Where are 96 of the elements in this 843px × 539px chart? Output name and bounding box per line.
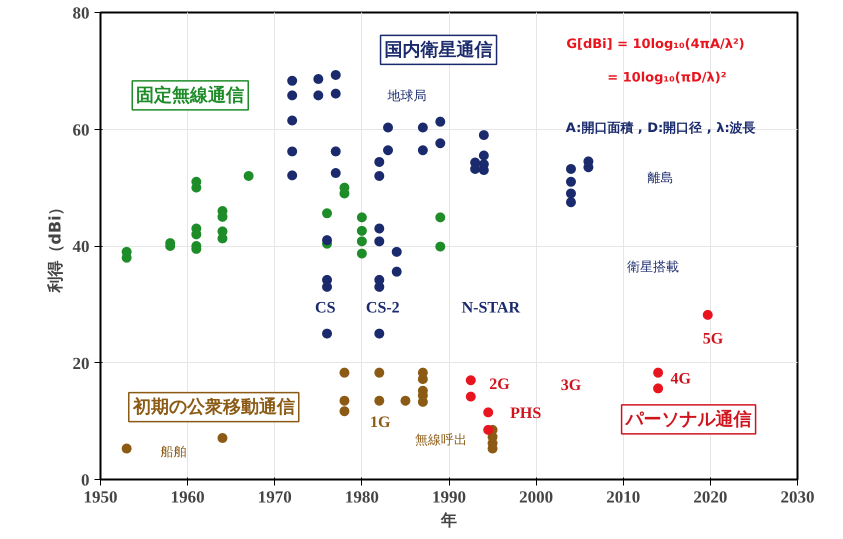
point — [330, 88, 341, 99]
point — [356, 226, 367, 236]
point — [356, 212, 367, 222]
point — [313, 74, 324, 84]
annotation: パーソナル通信 — [624, 408, 752, 430]
annotation: 1G — [370, 414, 391, 431]
x-tick-label: 1980 — [344, 488, 379, 506]
x-tick-label: 2020 — [693, 488, 728, 506]
point — [418, 145, 428, 156]
annotation: 2G — [489, 376, 510, 393]
point — [330, 70, 341, 80]
y-tick-label: 80 — [72, 4, 90, 22]
point — [330, 146, 341, 156]
point — [483, 424, 494, 435]
annotation: PHS — [510, 405, 542, 422]
x-tick-label: 1990 — [432, 488, 466, 506]
annotation: A:開口面積 , D:開口径 , λ:波長 — [566, 121, 756, 136]
annotation: 国内衛星通信 — [384, 39, 493, 60]
point — [400, 396, 410, 406]
point — [244, 170, 254, 181]
point — [322, 208, 332, 218]
y-tick-label: 0 — [81, 470, 90, 490]
point — [339, 406, 350, 416]
point — [287, 76, 298, 86]
point — [217, 433, 228, 444]
annotation: 3G — [560, 377, 582, 394]
point — [478, 150, 489, 161]
point — [435, 116, 446, 127]
annotation: 離島 — [648, 170, 674, 186]
point — [566, 164, 576, 174]
point — [374, 170, 384, 181]
point — [322, 328, 332, 339]
y-axis-title: 利得（dBi） — [46, 199, 64, 294]
point — [287, 170, 298, 180]
x-tick-label: 2000 — [519, 488, 554, 506]
annotation: 固定無線通信 — [136, 84, 244, 106]
point — [435, 212, 446, 222]
point — [374, 282, 384, 292]
point — [122, 444, 132, 454]
point — [653, 383, 664, 394]
point — [217, 233, 228, 244]
point — [466, 392, 476, 402]
point — [374, 328, 384, 339]
point — [566, 197, 576, 208]
point — [287, 90, 298, 100]
point — [702, 310, 713, 320]
point — [287, 116, 298, 126]
point — [466, 375, 476, 386]
x-tick-label: 1960 — [170, 488, 205, 506]
annotation: 船舶 — [160, 445, 187, 460]
x-tick-label: 2030 — [780, 488, 814, 506]
y-tick-label: 20 — [72, 354, 90, 373]
x-tick-label: 1950 — [84, 488, 118, 506]
annotation: N-STAR — [462, 299, 520, 316]
point — [418, 374, 428, 384]
point — [322, 235, 332, 246]
point — [566, 176, 576, 187]
point — [287, 146, 298, 156]
annotation: 4G — [670, 370, 692, 388]
point — [374, 396, 384, 406]
annotation: G[dBi] = 10log₁₀(4πA/λ²) — [566, 37, 745, 52]
point — [392, 246, 402, 257]
y-tick-label: 60 — [72, 120, 90, 140]
annotation: = 10log₁₀(πD/λ)² — [607, 70, 726, 86]
point — [478, 130, 489, 140]
point — [313, 90, 324, 100]
point — [374, 223, 384, 234]
point — [435, 138, 446, 148]
annotation: 5G — [702, 330, 724, 348]
annotation: 無線呼出 — [415, 432, 468, 448]
point — [418, 122, 428, 132]
point — [339, 368, 350, 378]
annotation: CS — [315, 299, 336, 316]
x-tick-label: 1970 — [258, 488, 292, 506]
annotation: 初期の公衆移動通信 — [132, 396, 295, 418]
annotation: CS-2 — [366, 299, 400, 316]
point — [374, 236, 384, 246]
point — [374, 368, 384, 378]
point — [322, 282, 332, 292]
point — [483, 407, 494, 418]
point — [653, 368, 664, 378]
point — [330, 168, 341, 178]
y-tick-label: 40 — [72, 237, 90, 256]
x-axis-title: 年 — [440, 510, 457, 530]
point — [392, 266, 402, 277]
point — [339, 396, 350, 406]
point — [383, 145, 394, 156]
annotation: 衛星搭載 — [626, 260, 679, 276]
point — [356, 248, 367, 259]
annotation: 地球局 — [386, 89, 427, 104]
point — [383, 122, 394, 132]
x-tick-label: 2010 — [606, 488, 640, 506]
point — [566, 188, 576, 198]
point — [356, 236, 367, 246]
point — [435, 242, 446, 252]
point — [374, 156, 384, 167]
